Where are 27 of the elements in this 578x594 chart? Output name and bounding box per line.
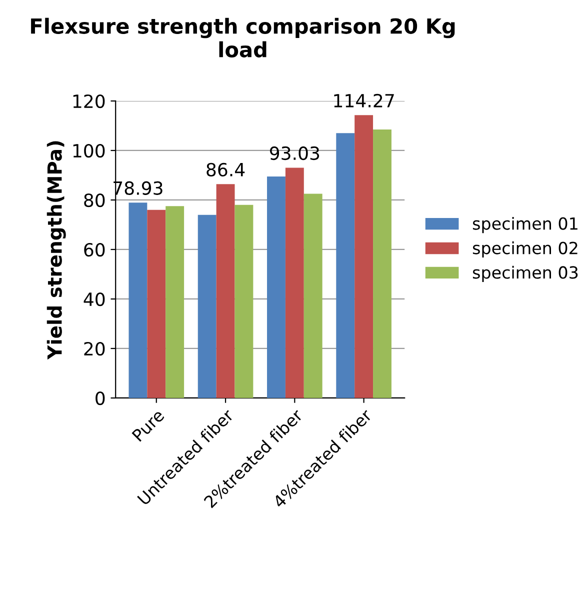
- bar: [354, 115, 374, 398]
- bar: [267, 176, 286, 398]
- y-axis-title: Yield strength(MPa): [46, 141, 66, 360]
- chart-title: Flexsure strength comparison 20 Kg load: [31, 18, 455, 58]
- legend-label: specimen 01: [472, 216, 578, 234]
- data-label: 114.27: [334, 94, 394, 108]
- y-tick-label: 60: [84, 242, 105, 257]
- data-label: 93.03: [270, 146, 320, 160]
- y-tick-label: 80: [84, 193, 105, 208]
- y-tick-label: 20: [84, 342, 105, 356]
- bar: [128, 202, 148, 398]
- bar: [198, 214, 216, 398]
- bar: [166, 206, 184, 398]
- bar: [373, 129, 392, 398]
- bar: [285, 168, 304, 398]
- bar: [147, 210, 166, 398]
- y-tick-label: 40: [84, 292, 105, 306]
- y-tick-label: 100: [73, 144, 105, 158]
- bar: [234, 204, 254, 398]
- y-tick-label: 0: [96, 391, 105, 406]
- bar: [304, 194, 322, 398]
- legend-label: specimen 03: [472, 266, 578, 282]
- data-label: 86.4: [206, 162, 245, 176]
- bar: [336, 133, 355, 398]
- y-tick-label: 120: [73, 94, 105, 108]
- legend-label: specimen 02: [472, 241, 578, 258]
- bar: [216, 184, 235, 398]
